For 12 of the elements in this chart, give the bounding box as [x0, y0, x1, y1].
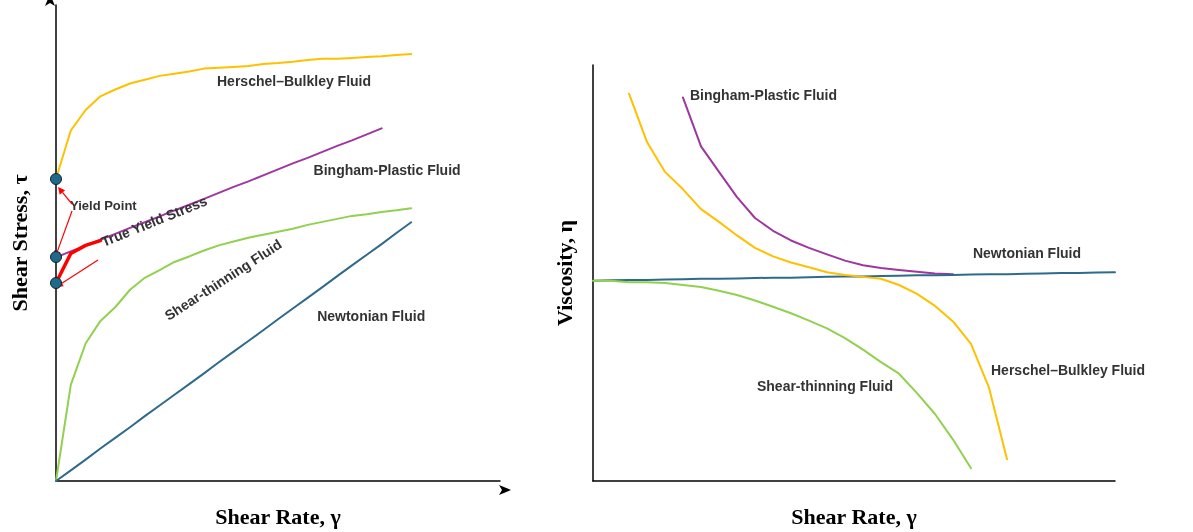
series-label: Herschel–Bulkley Fluid [217, 72, 372, 89]
y-axis-title: Shear Stress, τ [6, 174, 32, 312]
x-axis-title: Shear Rate, γ [791, 503, 917, 529]
x-axis-title: Shear Rate, γ [215, 503, 341, 529]
y-axis-title: Viscosity, η [551, 220, 577, 326]
series-label: Bingham-Plastic Fluid [690, 86, 838, 103]
series-label: Shear-thinning Fluid [756, 378, 894, 395]
series-label: Bingham-Plastic Fluid [313, 162, 461, 179]
series-label: Newtonian Fluid [972, 245, 1082, 262]
series-label: Newtonian Fluid [317, 308, 426, 325]
series-label: Herschel–Bulkley Fluid [991, 361, 1146, 378]
annotation: Yield Point [70, 198, 138, 213]
